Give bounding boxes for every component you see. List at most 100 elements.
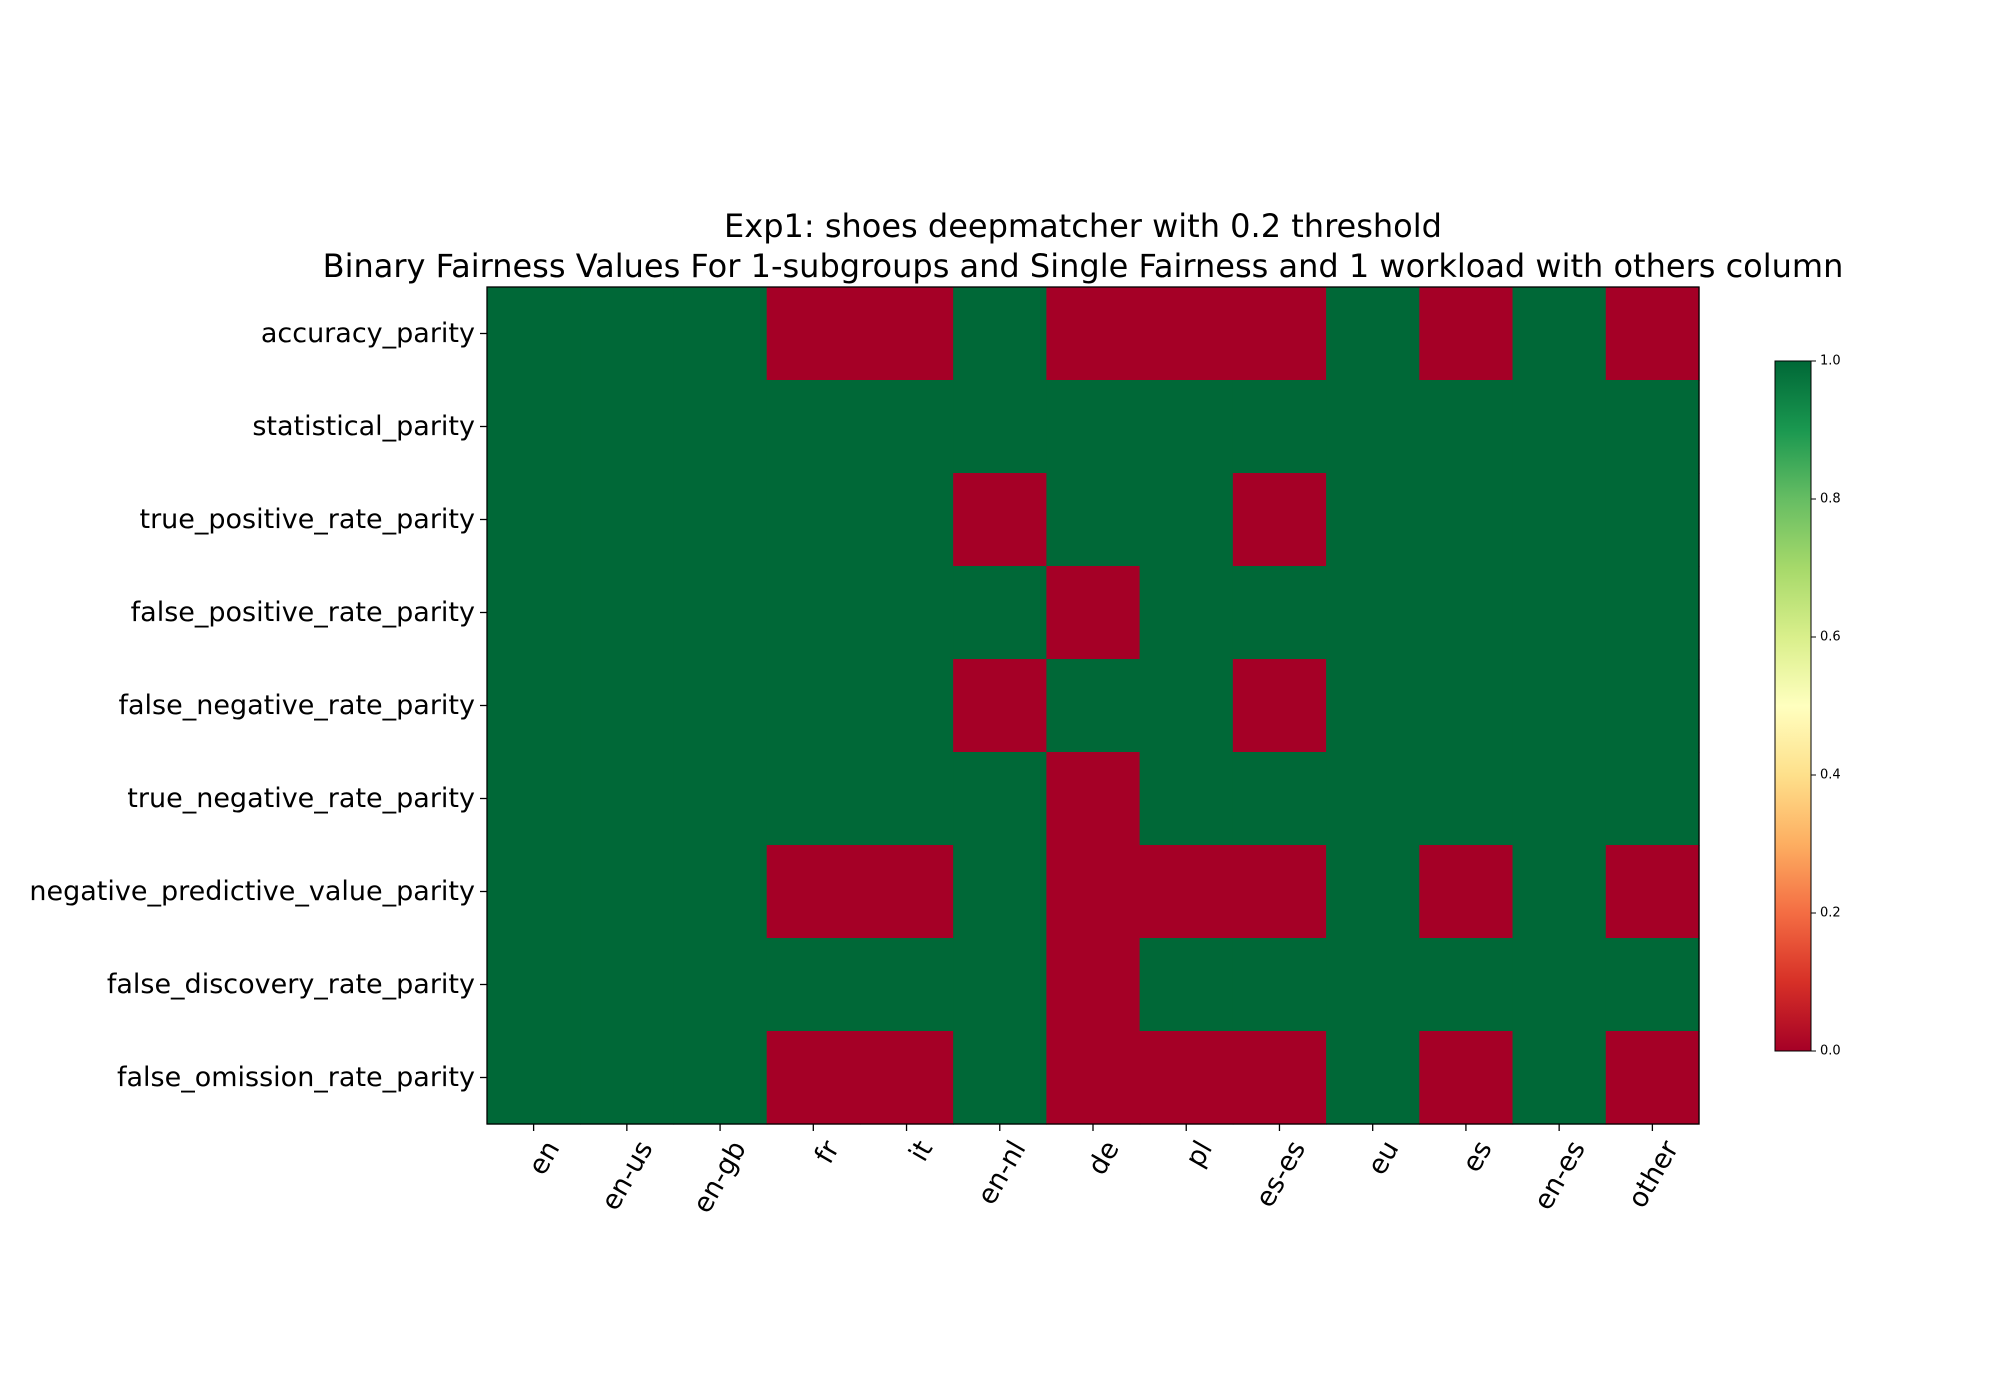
y-tick-label: statistical_parity — [252, 411, 475, 442]
heatmap-cell — [1139, 938, 1234, 1032]
x-tick-label: it — [903, 1136, 939, 1167]
heatmap-cell — [1419, 380, 1514, 474]
heatmap-cell — [1512, 566, 1607, 660]
heatmap-cell — [673, 659, 768, 753]
heatmap-cell — [953, 287, 1047, 381]
heatmap-cell — [487, 380, 581, 474]
heatmap-cell — [673, 566, 768, 660]
colorbar-tick-label: 0.4 — [1820, 768, 1841, 783]
heatmap-cell — [766, 938, 861, 1032]
chart-title: Exp1: shoes deepmatcher with 0.2 thresho… — [724, 207, 1442, 245]
heatmap-cell — [1512, 659, 1607, 753]
heatmap-cell — [1232, 1031, 1327, 1125]
heatmap-cell — [766, 845, 861, 939]
heatmap-cell — [766, 659, 861, 753]
x-tick-label: en — [523, 1136, 567, 1181]
heatmap-cell — [487, 845, 581, 939]
heatmap-cell — [673, 1031, 768, 1125]
heatmap-cell — [1419, 1031, 1514, 1125]
heatmap-cell — [580, 752, 675, 846]
heatmap-cell — [1419, 845, 1514, 939]
y-tick-label: false_omission_rate_parity — [117, 1062, 475, 1093]
heatmap-cell — [580, 938, 675, 1032]
heatmap-cell — [1605, 380, 1700, 474]
heatmap-cell — [1232, 566, 1327, 660]
heatmap-cell — [1232, 659, 1327, 753]
heatmap-cell — [673, 473, 768, 567]
heatmap-cell — [1139, 380, 1234, 474]
heatmap-cell — [1605, 845, 1700, 939]
heatmap-cell — [766, 287, 861, 381]
colorbar: 0.0 0.2 0.4 0.6 0.8 1.0 — [1774, 354, 1841, 1059]
heatmap-cell — [859, 566, 954, 660]
y-tick-label: false_discovery_rate_parity — [107, 969, 475, 1000]
heatmap-cell — [1512, 380, 1607, 474]
heatmap-cell — [580, 845, 675, 939]
heatmap-cell — [1139, 287, 1234, 381]
heatmap-cell — [766, 752, 861, 846]
colorbar-tick-label: 1.0 — [1820, 354, 1841, 369]
x-tick-label: es-es — [1250, 1136, 1312, 1213]
heatmap-cell — [673, 845, 768, 939]
heatmap-cell — [487, 752, 581, 846]
heatmap-cell — [1046, 752, 1141, 846]
heatmap-cell — [1326, 752, 1420, 846]
heatmap-cell — [1512, 845, 1607, 939]
heatmap-cell — [1232, 845, 1327, 939]
y-tick-label: false_negative_rate_parity — [118, 690, 475, 721]
heatmap-cell — [1512, 1031, 1607, 1125]
heatmap-cell — [953, 845, 1047, 939]
x-tick-label: de — [1082, 1136, 1126, 1181]
heatmap-cell — [766, 1031, 861, 1125]
heatmap-cell — [1419, 659, 1514, 753]
heatmap-cell — [1046, 473, 1141, 567]
heatmap-cell — [1419, 752, 1514, 846]
heatmap-cell — [1046, 1031, 1141, 1125]
heatmap-cell — [1046, 659, 1141, 753]
heatmap-cell — [1326, 566, 1420, 660]
heatmap-cell — [1605, 566, 1700, 660]
heatmap-cell — [1139, 566, 1234, 660]
y-tick-label: true_positive_rate_parity — [139, 504, 475, 535]
heatmap-cell — [1139, 845, 1234, 939]
heatmap-cells — [487, 287, 1700, 1125]
heatmap-cell — [673, 380, 768, 474]
heatmap-cell — [1512, 752, 1607, 846]
heatmap-cell — [580, 1031, 675, 1125]
heatmap-cell — [1512, 287, 1607, 381]
heatmap-cell — [1326, 473, 1420, 567]
y-tick-label: accuracy_parity — [261, 318, 475, 349]
heatmap-cell — [953, 566, 1047, 660]
chart-subtitle: Binary Fairness Values For 1-subgroups a… — [323, 247, 1844, 285]
y-tick-label: false_positive_rate_parity — [131, 597, 475, 628]
heatmap-cell — [766, 566, 861, 660]
x-tick-label: en-nl — [972, 1136, 1033, 1210]
x-tick-label: other — [1622, 1135, 1685, 1214]
heatmap-cell — [1512, 473, 1607, 567]
heatmap-cell — [1326, 287, 1420, 381]
colorbar-tick-label: 0.2 — [1820, 906, 1841, 921]
heatmap-cell — [1232, 938, 1327, 1032]
heatmap-cell — [1605, 938, 1700, 1032]
heatmap-cell — [953, 752, 1047, 846]
heatmap-cell — [1046, 380, 1141, 474]
heatmap-cell — [487, 1031, 581, 1125]
colorbar-tick-label: 0.0 — [1820, 1044, 1841, 1059]
heatmap-cell — [1232, 752, 1327, 846]
heatmap-cell — [1139, 1031, 1234, 1125]
heatmap-cell — [1605, 473, 1700, 567]
heatmap-cell — [487, 659, 581, 753]
heatmap-cell — [580, 287, 675, 381]
heatmap-cell — [953, 1031, 1047, 1125]
heatmap-cell — [953, 659, 1047, 753]
x-tick-label: en-us — [595, 1136, 659, 1216]
colorbar-tick-label: 0.6 — [1820, 630, 1841, 645]
heatmap-cell — [1046, 845, 1141, 939]
heatmap-cell — [1512, 938, 1607, 1032]
heatmap-cell — [859, 380, 954, 474]
heatmap-cell — [766, 380, 861, 474]
heatmap-cell — [487, 566, 581, 660]
heatmap-cell — [1326, 845, 1420, 939]
heatmap-cell — [766, 473, 861, 567]
